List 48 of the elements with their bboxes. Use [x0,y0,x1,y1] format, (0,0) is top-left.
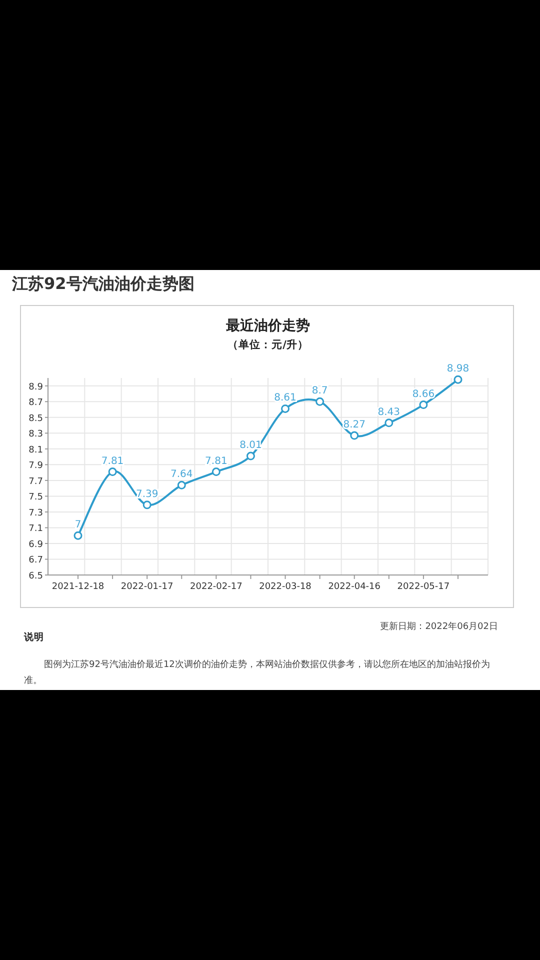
point [350,431,359,440]
point [316,397,324,406]
data-label: 7.81 [205,456,228,467]
chart-title: 最近油价走势 [225,317,310,334]
y-tick-label: 7.5 [28,492,43,503]
y-tick-label: 8.9 [28,382,44,392]
y-tick-label: 8.1 [28,445,43,456]
data-label: 8.61 [274,392,296,404]
text: 江苏92号汽油油价走势图 [12,274,194,295]
y-tick-label: 6.5 [28,572,43,582]
point [212,468,220,476]
data-label: 7.39 [136,488,158,500]
point [384,418,394,428]
data-label: 7 [74,520,82,531]
data-label: 8.98 [446,364,470,375]
data-label: 8.7 [312,386,328,397]
text: 说明 [24,631,44,644]
x-tick-label: 2022-05-17 [397,582,450,592]
data-label: 7.64 [170,469,193,480]
x-tick-label: 2022-01-17 [120,582,174,592]
x-tick-label: 2022-04-16 [328,582,381,592]
point [177,480,186,490]
y-tick-label: 6.9 [28,540,44,550]
point [281,404,290,413]
y-tick-label: 8.5 [28,414,43,424]
y-tick-label: 8.3 [28,430,43,440]
x-tick-label: 2022-02-17 [190,582,242,592]
y-tick-label: 8.7 [28,398,43,408]
y-tick-label: 7.7 [28,476,43,487]
point [74,531,82,540]
data-label: 8.66 [412,388,435,400]
y-tick-label: 7.9 [28,461,44,472]
data-label: 8.43 [378,406,400,418]
text: 更新日期：2022年06月02日 [380,620,498,633]
text: 图例为江苏92号汽油油价最近12次调价的油价走势，本网站油价数据仅供参考，请以您所在地区的加油站报价为准。 [24,658,491,688]
chart-subtitle: （单位：元/升） [228,338,308,351]
point [246,452,255,460]
point [142,500,152,510]
y-tick-label: 7.1 [28,524,43,534]
point [108,468,117,476]
point [454,375,462,384]
x-tick-label: 2022-03-18 [259,582,312,592]
y-tick-label: 7.3 [28,508,43,518]
x-tick-label: 2021-12-18 [52,582,104,592]
point [419,400,428,410]
data-label: 8.27 [343,420,366,431]
y-tick-label: 6.7 [28,556,43,566]
data-label: 7.81 [101,456,124,467]
